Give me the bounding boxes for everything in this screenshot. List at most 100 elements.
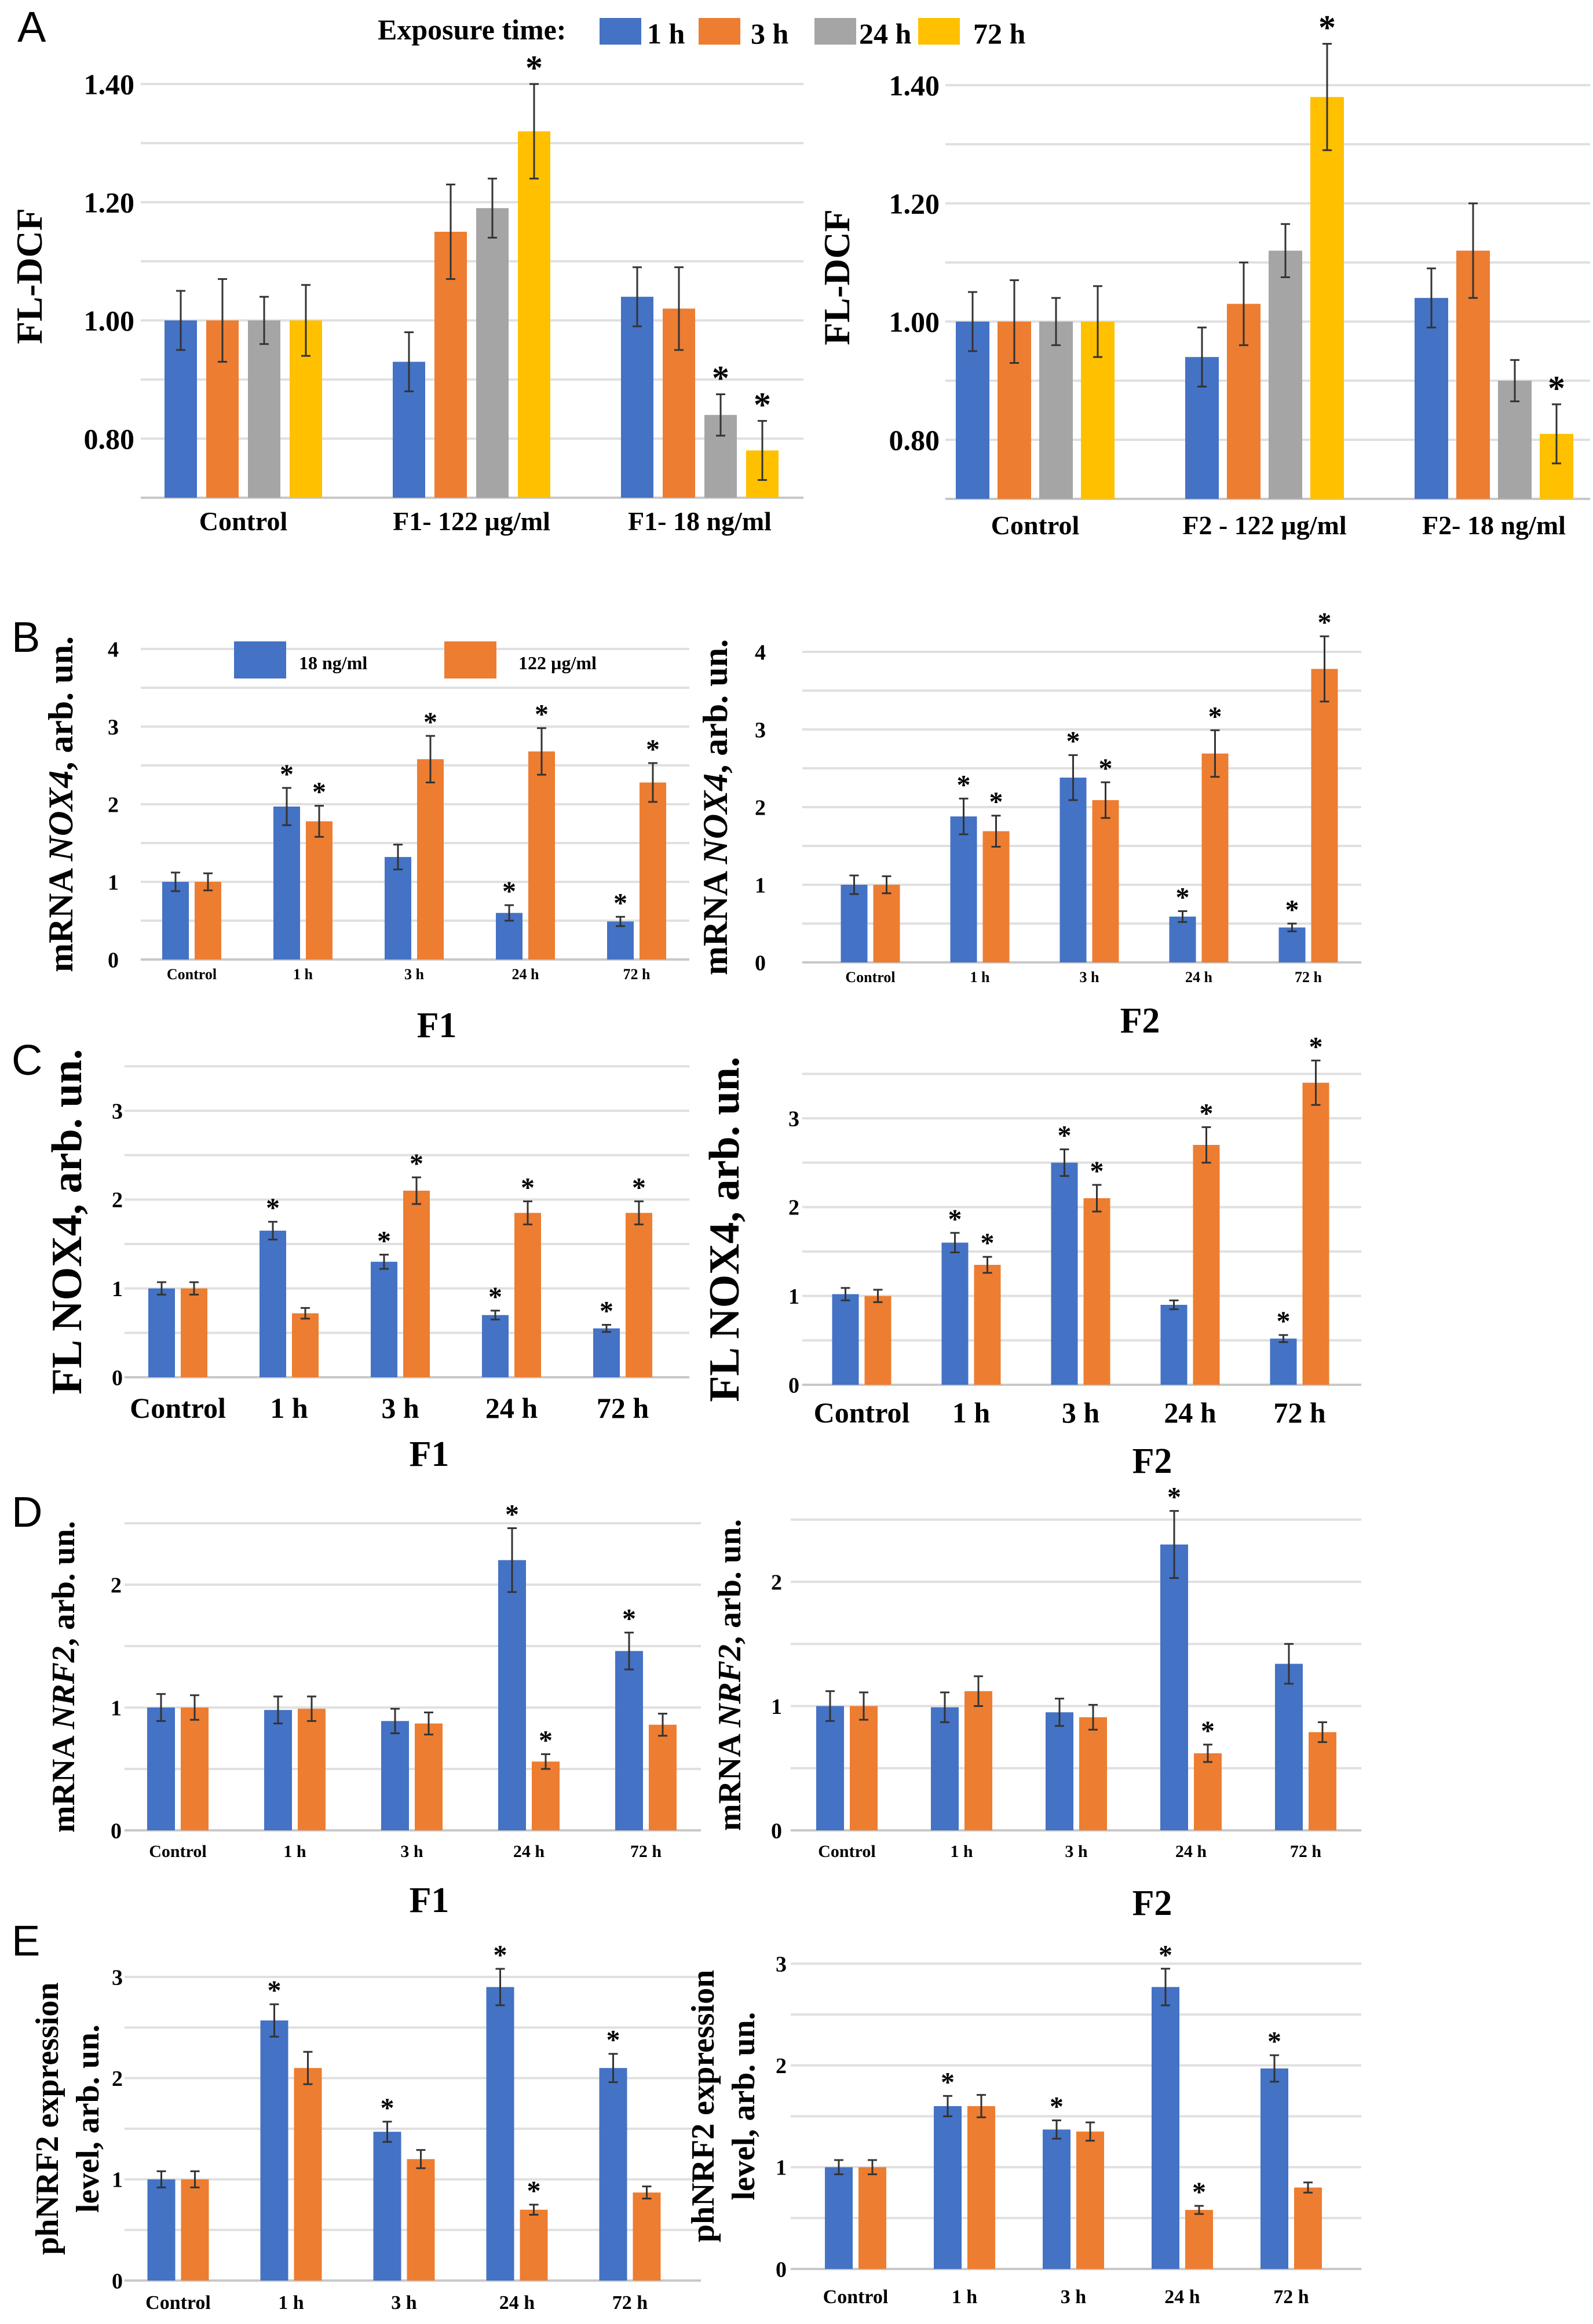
bar (1152, 1987, 1179, 2269)
y-axis-label: FL-DCF (816, 209, 857, 345)
significance-star: * (646, 734, 660, 765)
category-label: Control (818, 1842, 875, 1861)
bar (407, 2159, 435, 2281)
category-label: 24 h (499, 2292, 535, 2314)
group-label: F2 (1132, 1884, 1172, 1923)
y-tick-label: 1.40 (889, 70, 940, 102)
group-label: F1 (410, 1881, 450, 1920)
bar (967, 2106, 995, 2269)
bar (633, 2192, 661, 2281)
y-tick-label: 0 (776, 2257, 787, 2282)
bar (607, 921, 634, 959)
legends: Exposure time: 1 h 3 h 24 h 72 h 18 ng/ml 122 … (234, 13, 1026, 678)
significance-star: * (1159, 1940, 1172, 1971)
category-label: 72 h (597, 1392, 649, 1424)
legend-concentration: 18 ng/ml 122 µg/ml (234, 641, 597, 678)
y-axis-label-part: NRF2 (712, 1644, 748, 1728)
category-label: 1 h (270, 1392, 308, 1424)
bar (181, 2179, 209, 2281)
y-axis-label: mRNA NRF2, arb. un. (712, 1519, 748, 1831)
bar (248, 320, 280, 498)
bar (649, 1724, 677, 1830)
chart-panel-b-left: 0 1 2 3 4 mRNA NOX4, arb. un. Control 1 h * * 3 h *… (42, 636, 689, 1045)
bar (520, 2209, 548, 2281)
y-tick-label: 0.80 (889, 424, 940, 457)
y-axis-label-part: FL NOX4, arb. un. (701, 1057, 748, 1402)
category-label: Control (823, 2286, 889, 2308)
category-label: 72 h (630, 1842, 662, 1861)
bar (476, 208, 509, 498)
y-tick-label: 4 (755, 640, 766, 665)
bar (162, 882, 189, 959)
category-label: 3 h (391, 2292, 417, 2314)
bar (615, 1651, 643, 1830)
bar (850, 1706, 878, 1830)
bar (1310, 97, 1344, 499)
significance-star: * (1066, 726, 1080, 757)
bar (486, 1987, 514, 2281)
bar (264, 1710, 292, 1830)
bar (873, 885, 900, 962)
bar (1046, 1712, 1073, 1830)
category-label: F1- 122 µg/ml (393, 506, 550, 536)
significance-star: * (539, 1725, 553, 1756)
bar (1294, 2187, 1322, 2269)
bar (593, 1328, 620, 1377)
bar (1160, 1305, 1188, 1385)
y-tick-label: 2 (112, 1188, 123, 1213)
legend-label: 3 h (751, 17, 789, 50)
significance-star: * (613, 888, 627, 918)
significance-star: * (521, 1172, 535, 1203)
y-tick-label: 3 (112, 1965, 123, 1990)
bar (306, 821, 333, 959)
significance-star: * (1318, 607, 1332, 638)
legend-title: Exposure time: (378, 13, 566, 46)
y-axis-label: level, arb. un. (70, 2024, 106, 2213)
bar (964, 1691, 992, 1830)
significance-star: * (1200, 1098, 1214, 1129)
bar (1269, 250, 1302, 499)
legend-swatch (814, 18, 856, 45)
category-label: 72 h (1290, 1842, 1322, 1861)
y-axis-label: FL NOX4, arb. un. (43, 1049, 91, 1395)
y-tick-label: 0 (112, 2269, 123, 2293)
category-label: 3 h (1062, 1396, 1100, 1429)
y-axis-label-part: FL-DCF (816, 209, 857, 345)
y-axis-label-part: mRNA (696, 864, 735, 975)
bar (381, 1721, 409, 1830)
bar (1039, 322, 1073, 499)
category-label: 24 h (512, 966, 540, 983)
category-label: Control (991, 510, 1080, 540)
significance-star: * (957, 769, 971, 800)
category-label: 3 h (400, 1842, 423, 1861)
bar (1302, 1082, 1329, 1385)
significance-star: * (527, 2176, 541, 2206)
bar (974, 1265, 1001, 1385)
legend-label: 18 ng/ml (299, 652, 367, 673)
bar (1043, 2129, 1070, 2269)
y-axis-label-part: mRNA (42, 861, 80, 972)
chart-panel-d-left: 0 1 2 mRNA NRF2, arb. un. Control 1 h 3 h 24 h *… (46, 1499, 701, 1920)
y-tick-label: 1 (112, 2168, 123, 2192)
bar (373, 2132, 401, 2281)
significance-star: * (381, 2093, 394, 2124)
y-tick-label: 1 (111, 1696, 122, 1720)
bar (1270, 1338, 1297, 1385)
chart-panel-d-right: 0 1 2 mRNA NRF2, arb. un. Control 1 h 3 h 24 h *… (712, 1482, 1361, 1923)
group-label: F2 (1120, 1001, 1160, 1041)
panel-letter: E (12, 1917, 40, 1965)
y-axis-label-part: , arb. un. (46, 1521, 82, 1646)
bar (982, 831, 1010, 962)
bar (294, 2068, 322, 2281)
y-axis-label: level, arb. un. (726, 2012, 762, 2200)
bar (816, 1706, 844, 1830)
y-tick-label: 3 (112, 1099, 123, 1123)
significance-star: * (941, 2067, 955, 2097)
significance-star: * (280, 759, 294, 790)
bar (1160, 1544, 1188, 1830)
category-label: 72 h (612, 2292, 648, 2314)
y-tick-label: 1.20 (84, 187, 135, 219)
chart-panel-a-right: 0.80 1.00 1.20 1.40 FL-DCF Control F2 - 122 µg… (816, 9, 1590, 540)
y-axis-label: mRNA NOX4, arb. un. (42, 636, 80, 972)
bar (599, 2068, 627, 2281)
